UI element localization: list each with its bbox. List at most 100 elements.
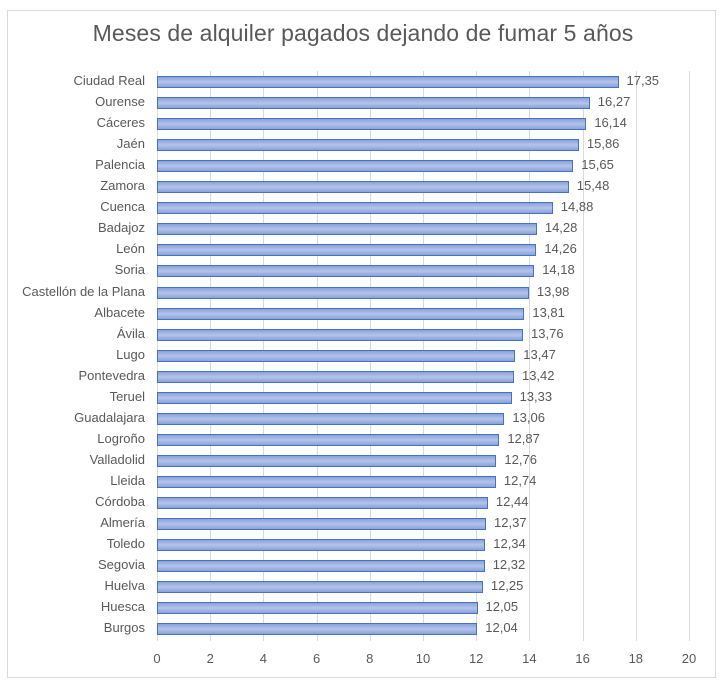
bar [157,623,478,636]
bar [157,118,587,131]
bar-row: 12,32 [157,555,689,576]
category-label: Soria [114,262,145,278]
bar-row: 12,74 [157,471,689,492]
bar [157,286,529,299]
category-label: Lugo [116,346,145,362]
bar-row: 13,42 [157,366,689,387]
bar [157,539,486,552]
bar-row: 14,28 [157,218,689,239]
data-label: 12,44 [495,494,529,509]
bar [157,370,514,383]
bar-row: 14,88 [157,197,689,218]
x-tick-label: 4 [259,651,268,666]
bar [157,602,478,615]
bar [157,328,524,341]
category-label: Logroño [97,430,145,446]
bar [157,181,569,194]
bar-row: 15,86 [157,134,689,155]
bar [157,475,496,488]
category-label: Palencia [95,157,145,173]
x-tick-label: 2 [206,651,214,666]
data-label: 12,34 [493,536,526,552]
x-tick-label: 10 [415,651,431,666]
data-label: 13,98 [536,283,570,299]
data-label: 14,88 [560,199,594,215]
bar-row: 13,06 [157,408,689,429]
x-tick-label: 20 [681,651,697,666]
category-label: Zamora [100,178,145,194]
bar [157,391,512,404]
data-label: 13,33 [519,388,553,404]
category-label: Pontevedra [78,367,146,383]
data-label: 17,35 [626,73,660,88]
bar-row: 12,34 [157,534,689,555]
bar-row: 14,26 [157,239,689,260]
data-label: 16,14 [594,115,627,131]
bar-row: 12,05 [157,597,689,618]
bar-row: 15,48 [157,176,689,197]
data-label: 13,47 [523,346,556,362]
category-label: Cáceres [96,115,145,131]
gridline [529,71,531,641]
category-label: Guadalajara [74,409,145,425]
bar [157,412,505,425]
data-label: 13,81 [532,304,565,320]
category-label: Badajoz [98,220,145,236]
bar [157,560,485,573]
x-tick-label: 6 [312,651,321,666]
gridline [689,71,690,641]
data-label: 15,86 [586,136,620,152]
bar [157,454,497,467]
data-label: 14,18 [542,262,575,278]
data-label: 16,27 [597,94,631,110]
data-label: 12,76 [504,451,537,467]
bar-row: 12,44 [157,492,689,513]
category-label: Ávila [116,325,145,341]
bar [157,349,516,362]
chart-title: Meses de alquiler pagados dejando de fum… [92,20,634,46]
bar-row: 13,98 [157,282,689,303]
category-label: Teruel [109,388,145,404]
bar-row: 16,14 [157,113,689,134]
bar [157,160,574,173]
x-tick-label: 18 [628,651,644,666]
bar [157,76,619,88]
x-tick-label: 12 [468,651,484,666]
bar [157,223,537,236]
data-label: 14,26 [544,241,577,257]
bar [157,581,483,594]
category-label: Córdoba [95,494,145,509]
bar-row: 12,25 [157,576,689,597]
data-label: 13,06 [512,409,545,425]
bar-row: 13,33 [157,387,689,408]
category-label: Ourense [95,94,145,110]
bar [157,202,553,215]
bar [157,265,535,278]
category-label: Burgos [103,620,145,636]
bar [157,497,488,509]
data-label: 12,25 [490,578,524,594]
bar-row: 13,76 [157,324,689,345]
category-label: Albacete [94,304,145,320]
data-label: 12,04 [485,620,518,636]
category-label: Valladolid [89,451,145,467]
bar [157,518,487,531]
bar-row: 12,87 [157,429,689,450]
category-label: Cuenca [100,199,145,215]
bar [157,244,537,257]
data-label: 13,76 [531,325,564,341]
gridline [582,71,584,641]
x-tick-label: 0 [153,651,161,666]
bar-row: 12,37 [157,513,689,534]
plot-area: 17,35 16,27 16,14 15,86 15,65 15,48 14,88 14,28… [157,71,690,641]
bar-row: 16,27 [157,92,689,113]
data-label: 12,32 [492,557,526,573]
data-label: 12,87 [507,430,540,446]
bar-row: 12,76 [157,450,689,471]
category-label: Huesca [100,599,145,615]
data-label: 12,37 [494,515,527,531]
bar-row: 14,18 [157,260,689,281]
bar [157,97,590,110]
category-label: Lleida [110,472,145,488]
category-label: Castellón de la Plana [22,283,145,299]
